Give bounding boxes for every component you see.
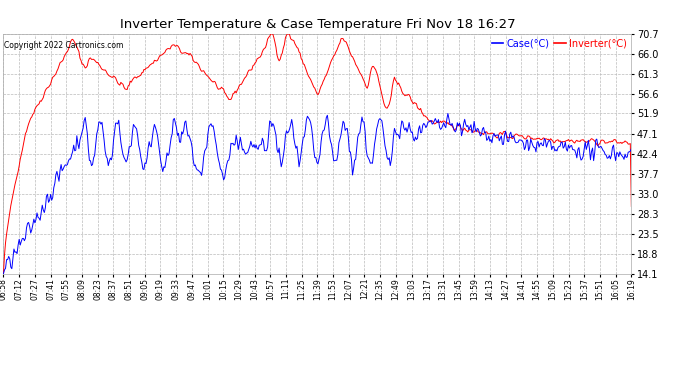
Title: Inverter Temperature & Case Temperature Fri Nov 18 16:27: Inverter Temperature & Case Temperature … [119, 18, 515, 31]
Text: Copyright 2022 Cartronics.com: Copyright 2022 Cartronics.com [4, 41, 124, 50]
Legend: Case(°C), Inverter(°C): Case(°C), Inverter(°C) [491, 39, 627, 49]
